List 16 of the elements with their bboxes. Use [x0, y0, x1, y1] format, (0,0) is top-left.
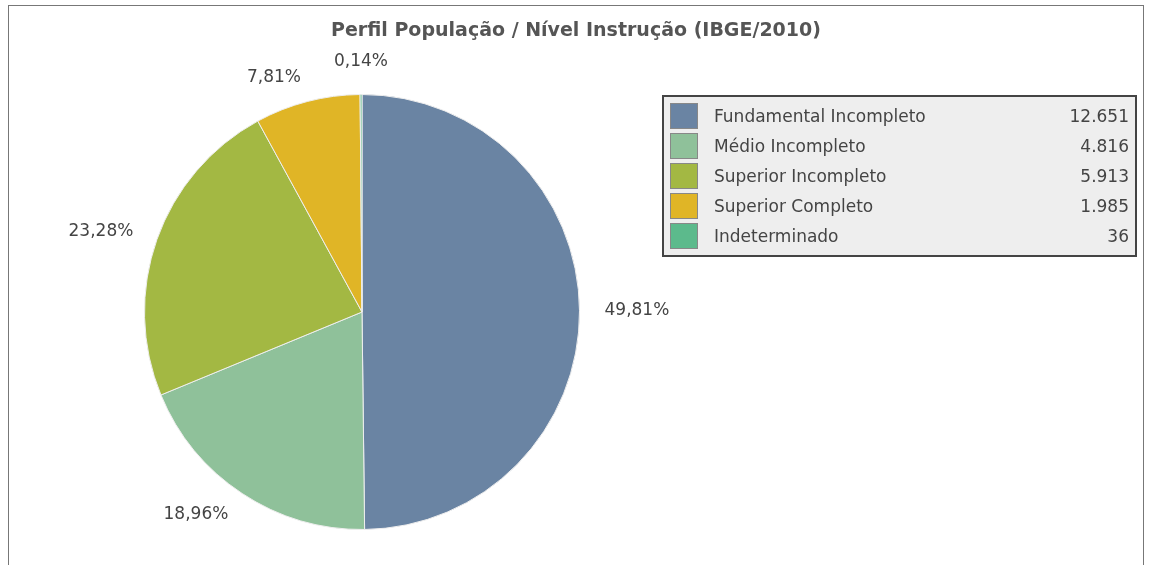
legend-label: Superior Incompleto — [714, 166, 888, 186]
text: 36 — [1107, 226, 1129, 246]
data-label: 23,28% — [68, 219, 134, 240]
text: 12.651 — [1069, 106, 1129, 126]
text: 4.816 — [1080, 136, 1129, 156]
text: 1.985 — [1080, 196, 1129, 216]
data-label: 0,14% — [333, 49, 388, 70]
legend-label: Indeterminado — [714, 226, 840, 246]
data-label: 18,96% — [163, 502, 229, 523]
legend-label: Superior Completo — [714, 196, 875, 216]
data-label: 7,81% — [247, 65, 302, 86]
text: 5.913 — [1080, 166, 1129, 186]
chart-title: Perfil População / Nível Instrução (IBGE/2010) — [330, 18, 822, 40]
data-label: 49,81% — [604, 298, 670, 319]
legend-label: Médio Incompleto — [714, 136, 867, 156]
legend-label: Fundamental Incompleto — [714, 106, 927, 126]
